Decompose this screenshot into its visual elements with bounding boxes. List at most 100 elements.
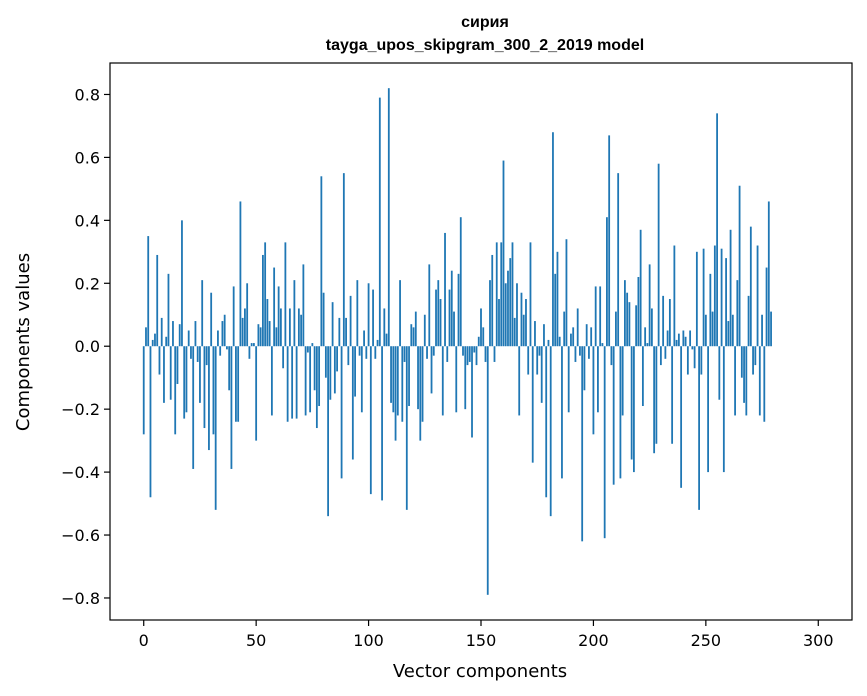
bar	[282, 346, 285, 369]
bar	[241, 317, 244, 347]
bar	[513, 317, 516, 347]
bar	[563, 311, 566, 347]
bar	[432, 346, 435, 356]
bar	[369, 346, 372, 495]
bar	[693, 346, 696, 369]
x-tick-label: 250	[691, 631, 722, 650]
bar	[529, 242, 532, 347]
bar	[187, 330, 190, 347]
x-tick-label: 300	[803, 631, 834, 650]
bar	[491, 254, 494, 347]
bar	[345, 317, 347, 347]
bar	[363, 330, 365, 347]
bar	[455, 346, 458, 413]
bar	[160, 317, 163, 347]
bar	[729, 229, 732, 347]
bar	[414, 311, 417, 347]
bar	[641, 346, 644, 407]
bar	[500, 242, 503, 347]
bar	[376, 339, 379, 347]
bar	[765, 267, 768, 347]
bar	[336, 346, 338, 372]
bar	[230, 346, 233, 469]
bar	[306, 346, 309, 353]
bar	[275, 327, 278, 347]
bar	[327, 346, 329, 517]
bar	[214, 346, 217, 510]
bar	[185, 346, 188, 413]
bar	[536, 346, 539, 375]
bar	[554, 273, 557, 347]
bar	[763, 346, 766, 422]
bar	[419, 346, 422, 441]
bar	[574, 346, 577, 362]
bar	[731, 314, 734, 347]
bar	[617, 173, 620, 347]
bar	[365, 346, 368, 359]
bar	[520, 292, 523, 347]
bar	[264, 242, 267, 347]
bar	[351, 346, 354, 460]
bar	[644, 327, 647, 347]
y-tick-label: 0.2	[75, 274, 100, 293]
bars-group	[142, 88, 772, 595]
bar	[594, 286, 597, 347]
bar	[329, 346, 332, 400]
bar	[268, 321, 271, 347]
bar	[473, 346, 476, 353]
bar	[626, 292, 629, 347]
bar	[417, 346, 419, 410]
bar	[743, 346, 745, 403]
bar	[270, 346, 273, 416]
bar	[156, 254, 159, 347]
chart-subtitle: tayga_upos_skipgram_300_2_2019 model	[326, 37, 644, 54]
bar	[444, 232, 446, 347]
bar	[374, 346, 377, 359]
bar	[610, 346, 613, 366]
bar	[462, 346, 464, 356]
bar	[740, 346, 743, 378]
bar	[253, 343, 255, 347]
x-tick-label: 200	[578, 631, 609, 650]
bar	[250, 343, 253, 347]
bar	[752, 346, 754, 375]
bar	[255, 346, 258, 441]
bar	[181, 220, 183, 347]
bar	[338, 317, 341, 347]
bar	[295, 346, 298, 419]
bar	[349, 295, 352, 347]
bar	[183, 346, 186, 419]
bar	[378, 97, 381, 347]
bar	[396, 346, 399, 416]
bar	[405, 346, 408, 510]
bar	[196, 346, 199, 362]
bar	[333, 346, 336, 394]
bar	[567, 346, 570, 413]
bar	[619, 346, 622, 479]
bar	[686, 346, 689, 375]
bar	[228, 346, 231, 391]
bar	[342, 173, 345, 347]
bar	[284, 242, 287, 347]
bar	[466, 346, 469, 366]
bar	[212, 346, 215, 435]
bar	[468, 346, 471, 362]
bar	[453, 311, 455, 347]
bar	[279, 308, 282, 347]
bar	[302, 264, 305, 347]
bar	[262, 254, 264, 347]
bar	[340, 346, 343, 479]
bar	[540, 346, 543, 403]
bar	[695, 251, 698, 347]
bar	[232, 286, 235, 347]
bar	[583, 346, 586, 391]
bar	[219, 346, 222, 356]
bar	[266, 299, 269, 347]
bar	[394, 346, 397, 441]
x-tick-label: 100	[353, 631, 384, 650]
bar	[410, 324, 413, 347]
bar	[552, 132, 554, 347]
bar	[761, 314, 763, 347]
bar	[549, 346, 552, 517]
bar	[691, 346, 694, 350]
